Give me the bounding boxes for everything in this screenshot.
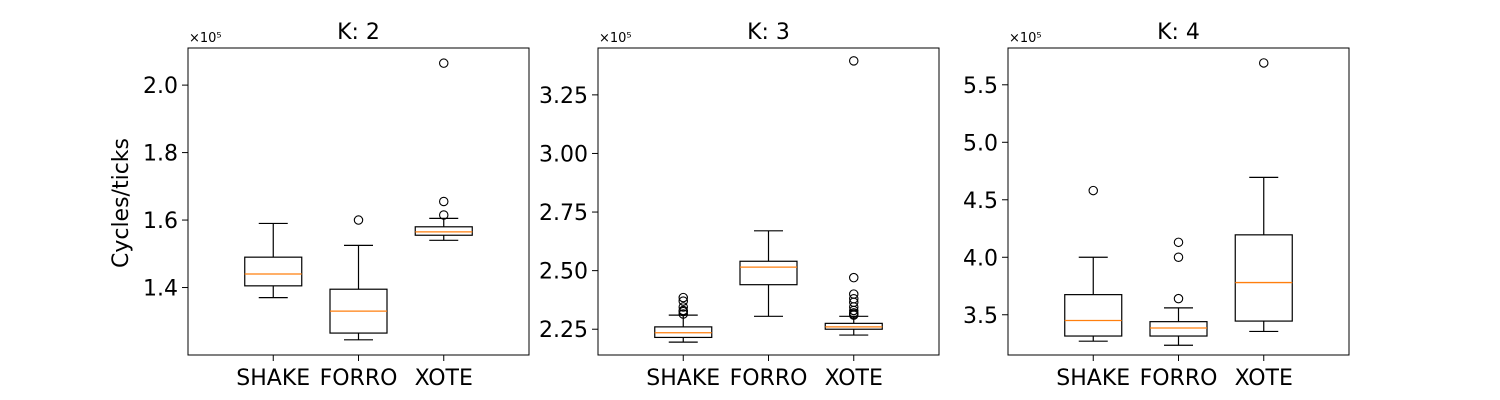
x-tick-label: XOTE: [415, 366, 473, 391]
y-tick-label: 3.00: [539, 142, 588, 167]
outlier-point: [438, 196, 449, 207]
panels: K: 2 ×10⁵ 1.4 1.6 1.8 2.0 SHAKE FORRO XOTE K: 3 ×1…: [143, 20, 1350, 391]
y-tick-label: 1.8: [143, 142, 178, 167]
axes-frame: [597, 47, 940, 356]
x-tick-label: FORRO: [1140, 366, 1218, 391]
box-forro: [1149, 237, 1208, 346]
x-tick-label: FORRO: [320, 366, 398, 391]
box-forro: [329, 215, 388, 341]
panel-title: K: 2: [337, 20, 380, 45]
outlier-point: [438, 58, 449, 68]
outlier-point: [678, 296, 688, 306]
y-tick-label: 4.5: [963, 189, 998, 214]
box-xote: [414, 58, 473, 241]
y-tick-label: 2.75: [539, 201, 588, 226]
y-tick-label: 5.0: [963, 131, 998, 156]
outlier-point: [678, 302, 688, 312]
y-tick-label: 2.0: [143, 74, 178, 99]
y-axis-label: Cycles/ticks: [109, 138, 134, 268]
panel-k2: K: 2 ×10⁵ 1.4 1.6 1.8 2.0 SHAKE FORRO XOTE: [143, 20, 530, 391]
box-shake: [244, 222, 303, 299]
outlier-point: [848, 272, 859, 283]
axis-multiplier: ×10⁵: [599, 31, 632, 46]
x-tick-label: SHAKE: [1056, 366, 1130, 391]
outlier-point: [353, 215, 364, 225]
outlier-point: [1173, 293, 1184, 304]
y-tick-label: 2.25: [539, 318, 588, 343]
x-tick-label: SHAKE: [646, 366, 720, 391]
axis-multiplier: ×10⁵: [1009, 31, 1042, 46]
y-tick-label: 1.4: [143, 277, 178, 302]
outlier-point: [678, 305, 688, 316]
x-tick-label: XOTE: [1235, 366, 1293, 391]
box-xote: [1234, 58, 1293, 333]
panel-title: K: 4: [1157, 20, 1200, 45]
outlier-point: [848, 289, 859, 299]
outlier-point: [678, 292, 688, 303]
panel-k4: K: 4 ×10⁵ 3.5 4.0 4.5 5.0 5.5 SHAKE FORRO XOTE: [963, 20, 1350, 391]
axes-frame: [187, 47, 530, 356]
outlier-point: [678, 309, 688, 319]
outlier-point: [1259, 58, 1269, 68]
y-tick-label: 3.25: [539, 84, 588, 109]
box-forro: [739, 230, 798, 317]
axes-frame: [1007, 47, 1350, 356]
box-shake: [1064, 185, 1123, 342]
box-iqr: [739, 260, 798, 286]
outlier-point: [1173, 252, 1184, 263]
outlier-point: [1173, 237, 1184, 248]
box-iqr: [244, 256, 303, 287]
x-tick-label: XOTE: [825, 366, 883, 391]
x-tick-label: FORRO: [730, 366, 808, 391]
box-iqr: [1234, 234, 1293, 322]
outlier-point: [848, 56, 859, 66]
x-tick-label: SHAKE: [236, 366, 310, 391]
outlier-point: [848, 308, 859, 318]
y-tick-label: 2.50: [539, 260, 588, 285]
outlier-point: [438, 210, 449, 220]
box-shake: [654, 292, 713, 343]
panel-title: K: 3: [747, 20, 790, 45]
box-xote: [824, 56, 883, 336]
outlier-point: [848, 294, 859, 304]
outlier-point: [1088, 185, 1099, 196]
y-tick-label: 1.6: [143, 209, 178, 234]
y-tick-label: 3.5: [963, 304, 998, 329]
box-iqr: [414, 226, 473, 236]
axis-multiplier: ×10⁵: [189, 31, 222, 46]
box-iqr: [1149, 321, 1208, 337]
panel-k3: K: 3 ×10⁵ 2.25 2.50 2.75 3.00 3.25 SHAKE FORRO XO…: [539, 20, 940, 391]
y-tick-label: 4.0: [963, 246, 998, 271]
y-tick-label: 5.5: [963, 74, 998, 99]
box-iqr: [1064, 294, 1123, 337]
